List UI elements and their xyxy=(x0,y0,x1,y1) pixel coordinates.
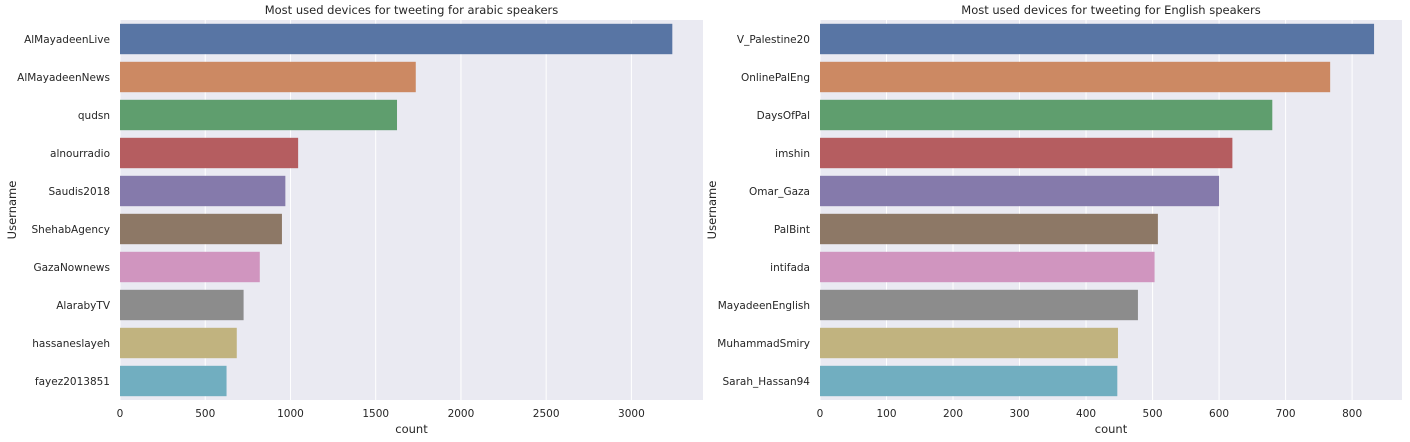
x-tick-label: 700 xyxy=(1276,408,1296,420)
x-tick-label: 0 xyxy=(117,408,124,420)
bar xyxy=(120,327,237,359)
x-tick-label: 0 xyxy=(817,408,824,420)
y-tick-label: hassaneslayeh xyxy=(32,338,110,350)
bar xyxy=(120,137,299,169)
x-tick-label: 400 xyxy=(1076,408,1096,420)
x-axis-label: count xyxy=(395,422,428,436)
x-tick-label: 300 xyxy=(1010,408,1030,420)
bar xyxy=(820,99,1273,131)
y-tick-label: ShehabAgency xyxy=(32,224,110,236)
y-tick-label: Omar_Gaza xyxy=(749,186,810,198)
x-tick-label: 2500 xyxy=(533,408,560,420)
x-tick-labels: 0 500 1000 1500 2000 2500 3000 xyxy=(117,408,645,420)
bar xyxy=(120,61,416,93)
y-tick-label: Sarah_Hassan94 xyxy=(723,376,811,388)
x-tick-label: 200 xyxy=(943,408,963,420)
bar xyxy=(120,365,227,397)
bar xyxy=(120,23,673,55)
bar xyxy=(820,61,1331,93)
y-tick-label: fayez2013851 xyxy=(35,376,110,388)
y-axis-label: Username xyxy=(5,181,19,240)
y-tick-label: AlMayadeenNews xyxy=(17,72,110,84)
arabic-speakers-chart: AlMayadeenLive AlMayadeenNews qudsn alnourr… xyxy=(5,3,703,436)
y-tick-label: GazaNownews xyxy=(33,262,110,274)
y-tick-label: alnourradio xyxy=(50,148,110,160)
bars xyxy=(820,23,1375,397)
bar xyxy=(820,137,1233,169)
chart-title: Most used devices for tweeting for arabi… xyxy=(265,3,559,17)
bar xyxy=(820,289,1138,321)
bar xyxy=(820,251,1155,283)
english-speakers-chart: V_Palestine20 OnlinePalEng DaysOfPal imshin… xyxy=(705,3,1402,436)
y-tick-label: MayadeenEnglish xyxy=(718,300,810,312)
bars xyxy=(120,23,673,397)
y-tick-label: qudsn xyxy=(78,110,110,122)
bar xyxy=(120,251,260,283)
x-axis-label: count xyxy=(1095,422,1128,436)
y-tick-label: V_Palestine20 xyxy=(737,34,810,46)
y-axis-label: Username xyxy=(705,181,719,240)
bar xyxy=(820,23,1375,55)
x-tick-label: 1000 xyxy=(277,408,304,420)
y-tick-label: AlMayadeenLive xyxy=(24,34,110,46)
y-tick-label: intifada xyxy=(770,262,810,274)
y-tick-label: AlarabyTV xyxy=(56,300,111,312)
bar xyxy=(820,327,1118,359)
x-tick-label: 500 xyxy=(195,408,215,420)
bar xyxy=(820,175,1220,207)
y-tick-labels: V_Palestine20 OnlinePalEng DaysOfPal imshin… xyxy=(717,34,810,388)
x-tick-labels: 0 100 200 300 400 500 600 700 800 xyxy=(817,408,1362,420)
bar xyxy=(120,213,282,245)
chart-title: Most used devices for tweeting for Engli… xyxy=(961,3,1260,17)
y-tick-labels: AlMayadeenLive AlMayadeenNews qudsn alnourr… xyxy=(17,34,111,388)
bar xyxy=(120,99,398,131)
y-tick-label: PalBint xyxy=(774,224,810,236)
y-tick-label: imshin xyxy=(775,148,810,160)
x-tick-label: 100 xyxy=(876,408,896,420)
bar xyxy=(120,289,244,321)
y-tick-label: OnlinePalEng xyxy=(741,72,810,84)
bar xyxy=(820,365,1118,397)
x-tick-label: 3000 xyxy=(618,408,645,420)
x-tick-label: 2000 xyxy=(448,408,475,420)
bar xyxy=(120,175,286,207)
x-tick-label: 600 xyxy=(1209,408,1229,420)
x-tick-label: 500 xyxy=(1143,408,1163,420)
bar xyxy=(820,213,1158,245)
x-tick-label: 800 xyxy=(1342,408,1362,420)
y-tick-label: MuhammadSmiry xyxy=(717,338,810,350)
x-tick-label: 1500 xyxy=(362,408,389,420)
y-tick-label: Saudis2018 xyxy=(48,186,110,198)
y-tick-label: DaysOfPal xyxy=(757,110,810,122)
